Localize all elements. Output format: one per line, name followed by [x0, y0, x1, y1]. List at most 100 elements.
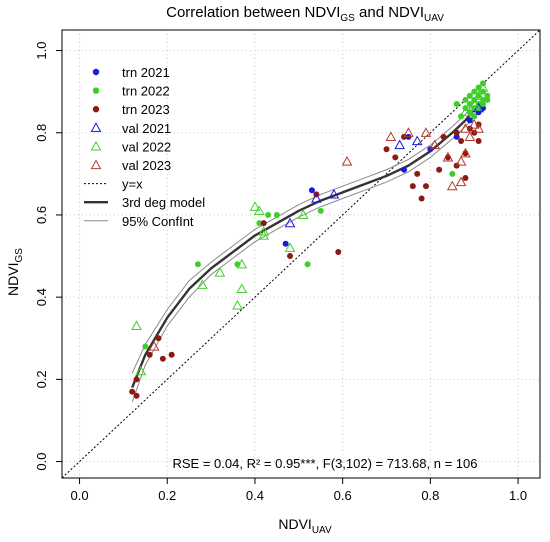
point-trn-2023	[409, 183, 416, 190]
legend: trn 2021 trn 2022 trn 2023 val 2021 val 2022…	[84, 65, 205, 229]
point-val-2023	[420, 127, 432, 137]
legend-label-trn-2022: trn 2022	[122, 84, 170, 99]
point-val-2022	[131, 320, 142, 331]
x-tick-label: 0.2	[158, 488, 176, 503]
point-val-2022	[477, 82, 489, 92]
y-tick-label: 0.0	[34, 453, 49, 471]
point-val-2022	[258, 225, 270, 236]
x-tick-label: 1.0	[509, 488, 527, 503]
legend-label-3rd-deg-model: 3rd deg model	[122, 195, 205, 210]
point-val-2022	[460, 106, 471, 117]
point-trn-2022	[484, 92, 491, 99]
point-trn-2023	[418, 195, 425, 202]
point-trn-2022	[471, 113, 478, 120]
point-trn-2022	[265, 211, 272, 218]
point-val-2022	[236, 283, 248, 294]
legend-label-trn-2023: trn 2023	[122, 102, 170, 117]
point-trn-2023	[159, 355, 166, 362]
point-val-2021	[310, 192, 322, 203]
point-val-2022	[214, 266, 226, 277]
point-val-2023	[460, 147, 471, 158]
point-val-2022	[473, 90, 484, 100]
grid-lines	[62, 30, 540, 478]
x-tick-label: 0.0	[71, 488, 89, 503]
model-curve-group	[131, 103, 480, 389]
point-val-2023	[455, 155, 467, 166]
reference-line-group	[61, 29, 541, 479]
chart-title: Correlation between NDVIGS and NDVIUAV	[166, 4, 444, 24]
point-trn-2023	[414, 170, 421, 177]
point-val-2022	[236, 258, 248, 269]
point-trn-2023	[392, 154, 399, 161]
point-trn-2023	[146, 351, 153, 358]
y-tick-label: 0.2	[34, 370, 49, 388]
point-val-2023	[429, 139, 441, 150]
point-trn-2022	[479, 100, 486, 107]
point-trn-2021	[282, 240, 289, 247]
point-trn-2023	[287, 253, 294, 260]
point-val-2023	[460, 123, 471, 133]
legend-label-trn-2021: trn 2021	[122, 65, 170, 80]
point-trn-2023	[133, 376, 140, 383]
point-trn-2022	[273, 211, 280, 218]
point-trn-2022	[479, 96, 486, 103]
confidence-band-lower	[131, 111, 479, 403]
point-val-2021	[328, 188, 340, 199]
point-val-2023	[385, 131, 397, 141]
y-axis-ticks: 0.0 0.2 0.4 0.6 0.8 1.0	[34, 42, 62, 471]
x-tick-label: 0.6	[334, 488, 352, 503]
point-val-2022	[249, 201, 261, 211]
point-trn-2021	[401, 166, 408, 173]
point-trn-2021	[466, 117, 473, 124]
point-trn-2023	[260, 220, 267, 227]
point-val-2022	[196, 279, 208, 289]
point-trn-2022	[142, 343, 149, 350]
point-trn-2022	[462, 96, 469, 103]
point-val-2023	[341, 155, 353, 166]
point-trn-2022	[194, 261, 201, 268]
point-trn-2021	[453, 133, 460, 140]
point-trn-2023	[475, 137, 482, 144]
point-trn-2023	[335, 248, 342, 255]
point-trn-2023	[401, 133, 408, 140]
point-val-2022	[297, 209, 309, 220]
legend-symbol-val-2021	[90, 122, 102, 132]
point-trn-2022	[449, 170, 456, 177]
point-trn-2023	[383, 146, 390, 153]
point-val-2022	[253, 205, 265, 215]
point-val-2023	[464, 131, 476, 141]
point-trn-2022	[471, 88, 478, 95]
point-val-2023	[148, 340, 160, 351]
stats-annotation: RSE = 0.04, R² = 0.95***, F(3,102) = 713…	[173, 456, 478, 471]
point-trn-2023	[440, 133, 447, 140]
point-trn-2023	[436, 166, 443, 173]
legend-symbol-trn-2022	[92, 87, 100, 94]
point-trn-2023	[453, 129, 460, 136]
point-trn-2023	[129, 388, 136, 395]
point-val-2021	[284, 217, 296, 228]
point-trn-2022	[484, 96, 491, 103]
reference-line-yx	[61, 29, 541, 479]
point-trn-2022	[256, 220, 263, 227]
point-val-2022	[284, 242, 296, 252]
point-val-2022	[135, 365, 147, 376]
point-trn-2022	[458, 113, 465, 120]
legend-label-val-2023: val 2023	[122, 158, 171, 173]
point-val-2023	[468, 119, 480, 129]
y-tick-label: 0.8	[34, 124, 49, 142]
point-trn-2023	[168, 351, 175, 358]
legend-label-95-confint: 95% ConfInt	[122, 214, 194, 229]
confidence-band-group	[131, 95, 480, 403]
point-trn-2021	[308, 187, 315, 194]
point-trn-2023	[471, 129, 478, 136]
legend-symbol-val-2022	[90, 140, 102, 151]
y-axis-label: NDVIGS	[5, 248, 25, 296]
x-axis-ticks: 0.0 0.2 0.4 0.6 0.8 1.0	[71, 478, 527, 503]
point-val-2023	[446, 180, 458, 191]
x-tick-label: 0.4	[246, 488, 264, 503]
point-trn-2021	[427, 146, 434, 153]
legend-symbol-trn-2021	[92, 68, 100, 76]
point-trn-2023	[133, 392, 140, 399]
